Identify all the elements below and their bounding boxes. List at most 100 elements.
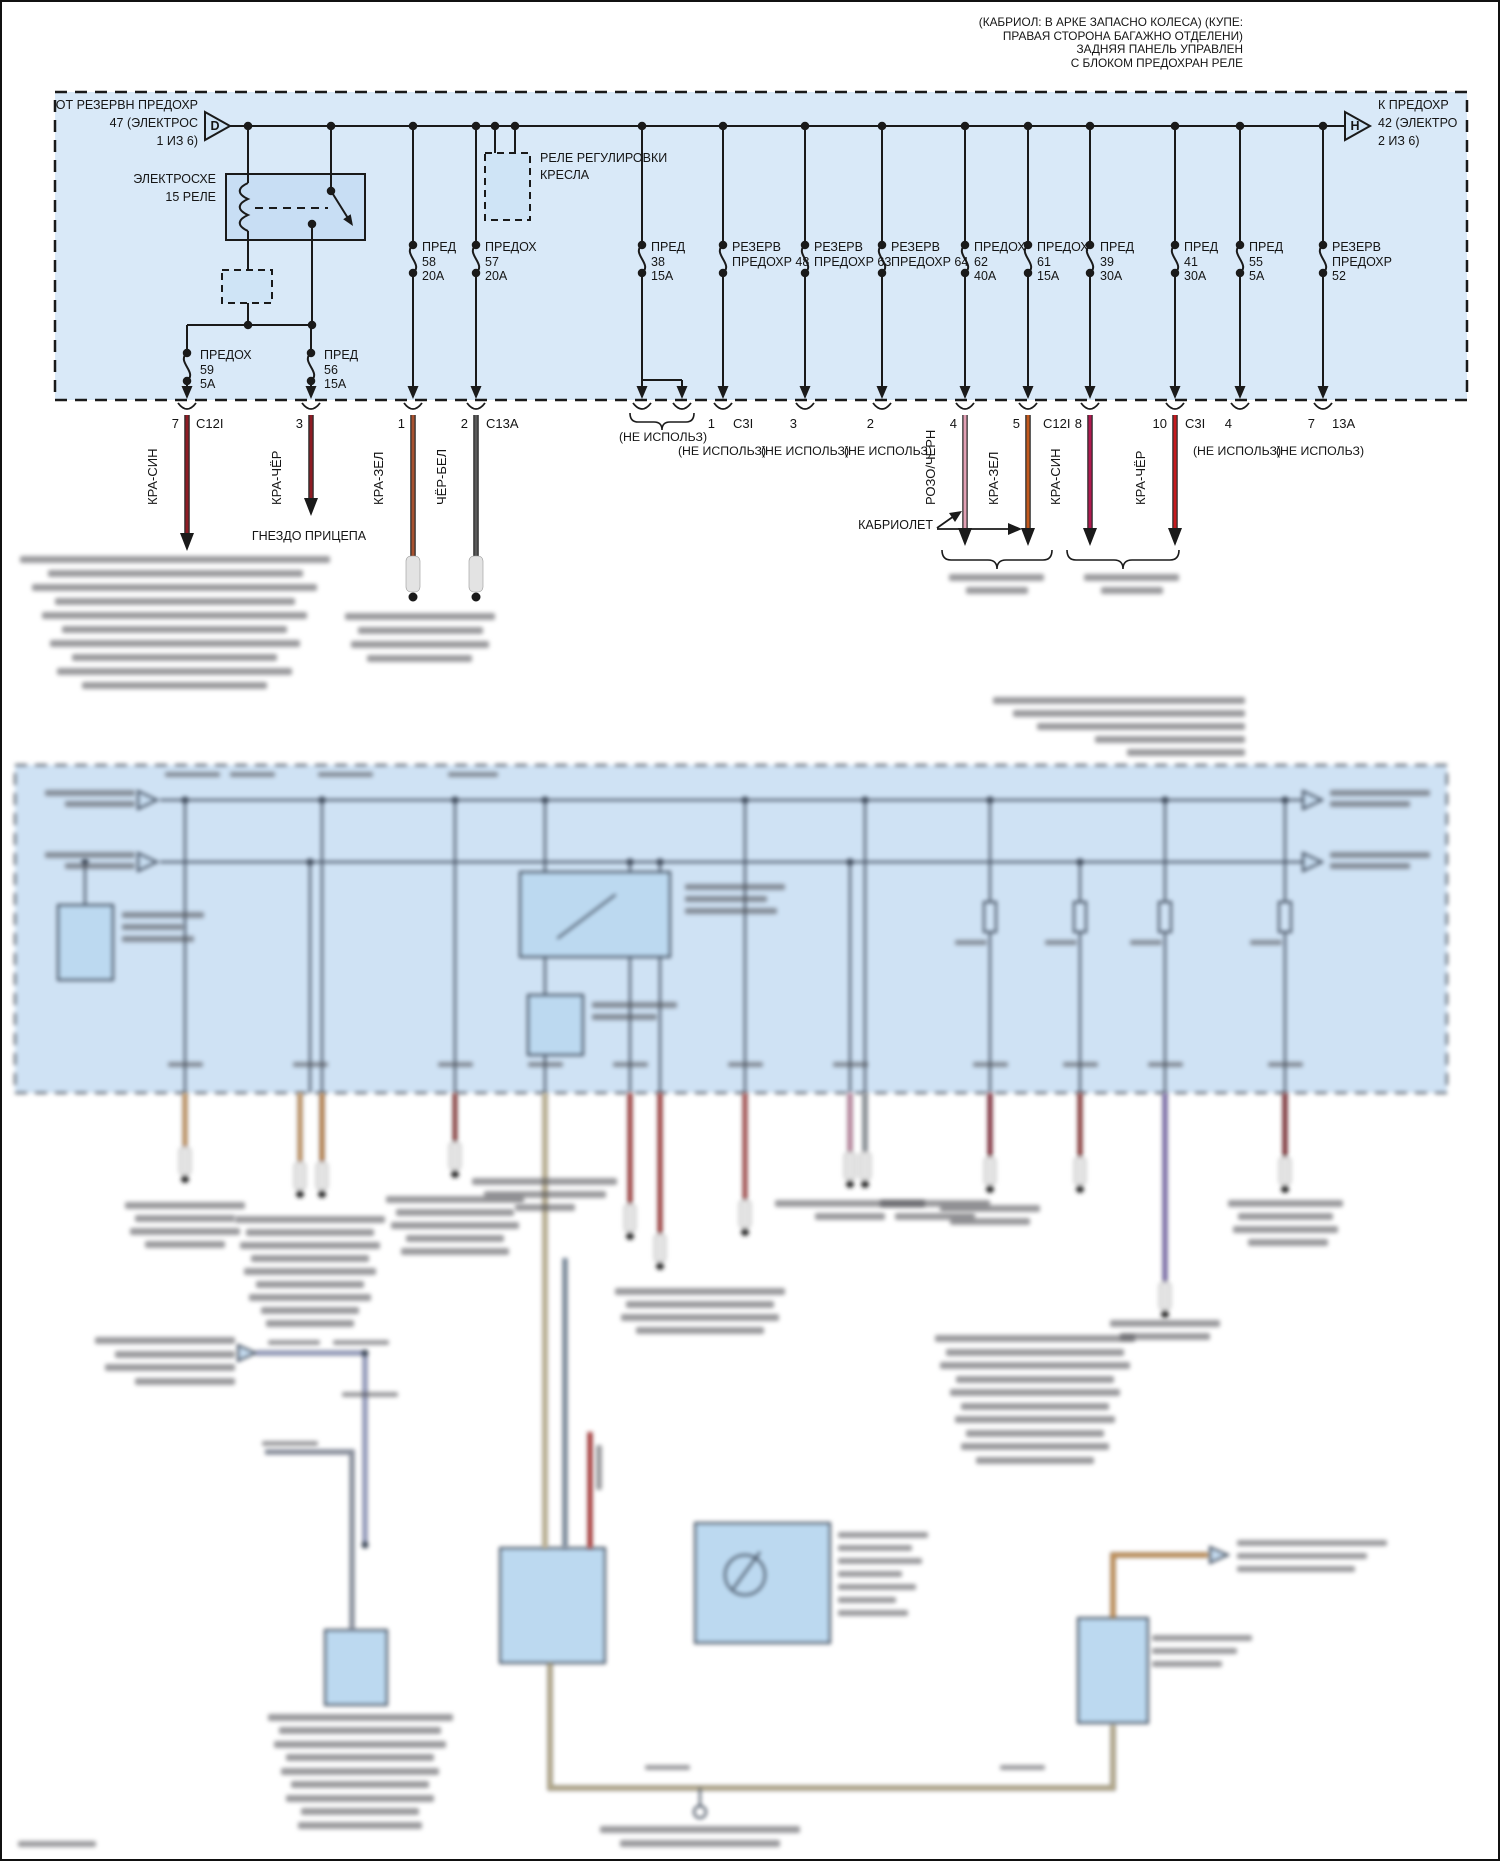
blurred-text-line <box>333 1340 389 1345</box>
blurred-text-line <box>484 1191 606 1198</box>
blurred-text-line <box>685 908 777 914</box>
exit-arrow-letter: H <box>1350 119 1360 133</box>
blurred-text-line <box>286 1754 434 1761</box>
blurred-text-line <box>438 1062 473 1067</box>
blurred-text-line <box>122 912 204 918</box>
not-used-label: (НЕ ИСПОЛЬЗ) <box>618 430 708 444</box>
blurred-text-line <box>1237 1540 1387 1546</box>
blurred-text-line <box>596 1445 602 1490</box>
blurred-text-line <box>949 574 1044 581</box>
blurred-text-line <box>448 772 498 777</box>
blurred-text-line <box>249 1294 371 1301</box>
blurred-text-line <box>946 1349 1124 1356</box>
blurred-text-line <box>367 655 472 662</box>
blurred-text-line <box>838 1597 896 1603</box>
blurred-text-line <box>268 1714 453 1721</box>
blurred-text-line <box>244 1268 376 1275</box>
blurred-text-line <box>973 1062 1008 1067</box>
fuse-panel-graphics <box>53 90 1469 570</box>
blurred-text-line <box>268 1340 320 1345</box>
blurred-text-line <box>940 1362 1130 1369</box>
blurred-text-line <box>62 626 287 633</box>
pin-number: 7 <box>1307 416 1315 431</box>
blurred-text-line <box>1063 1062 1098 1067</box>
fuse-label-59: ПРЕДОХ 59 5А <box>200 348 252 391</box>
pin-number: 10 <box>1152 416 1167 431</box>
relay-coil <box>238 182 251 232</box>
fuse-label-56: ПРЕД 56 15А <box>324 348 359 391</box>
blurred-text-line <box>230 772 275 777</box>
blurred-text-line <box>298 1822 422 1829</box>
blurred-text-line <box>386 1196 524 1203</box>
blurred-text-line <box>235 1216 385 1223</box>
blurred-text-line <box>1330 801 1410 807</box>
fuse-label-38: ПРЕД 38 15А <box>651 240 686 283</box>
blurred-text-line <box>168 1062 203 1067</box>
entry-arrow-d <box>204 110 233 142</box>
blurred-text-line <box>1037 723 1245 730</box>
entry-label: ОТ РЕЗЕРВН ПРЕДОХР 47 (ЭЛЕКТРОС 1 ИЗ 6) <box>55 98 198 148</box>
blurred-text-line <box>122 924 184 930</box>
blurred-text-line <box>65 863 135 869</box>
header-line: ЗАДНЯЯ ПАНЕЛЬ УПРАВЛЕН <box>1076 42 1244 57</box>
blurred-text-line <box>976 1457 1094 1464</box>
blurred-text-line <box>406 1235 504 1242</box>
blurred-text-line <box>838 1610 908 1616</box>
blurred-text-line <box>1013 710 1245 717</box>
blurred-text-line <box>135 1215 235 1222</box>
blurred-text-line <box>1152 1648 1237 1654</box>
pin-number: 4 <box>949 416 957 431</box>
blurred-text-line <box>645 1765 690 1770</box>
blurred-text-line <box>472 1178 617 1185</box>
not-used-label: (НЕ ИСПОЛЬЗ) <box>843 444 933 458</box>
wire-color-label: КРА-ЗЕЛ <box>371 451 386 505</box>
blurred-text-line <box>838 1558 922 1564</box>
blurred-text-line <box>345 613 495 620</box>
blurred-text-line <box>318 772 373 777</box>
fuse-label-55: ПРЕД 55 5А <box>1249 240 1284 283</box>
pin-number: 2 <box>460 416 468 431</box>
seat-relay-box <box>484 152 531 221</box>
blurred-text-line <box>82 682 267 689</box>
fuse-label-62: ПРЕДОХ 62 40А <box>974 240 1026 283</box>
blurred-text-line <box>279 1727 441 1734</box>
blurred-text-line <box>251 1255 369 1262</box>
blurred-text-line <box>993 697 1245 704</box>
pin-number: 5 <box>1012 416 1020 431</box>
blurred-text-line <box>838 1571 902 1577</box>
blurred-text-line <box>42 612 307 619</box>
blurred-text-line <box>115 1351 235 1358</box>
fuse-label-58: ПРЕД 58 20А <box>422 240 457 283</box>
blurred-text-line <box>18 1841 96 1847</box>
blurred-text-line <box>880 1200 990 1207</box>
pin-number: 4 <box>1224 416 1232 431</box>
not-used-label: (НЕ ИСПОЛЬЗ) <box>677 444 767 458</box>
fuse-label-52: РЕЗЕРВ ПРЕДОХР 52 <box>1332 240 1392 283</box>
connector-name: C12I <box>196 416 224 431</box>
blurred-text-line <box>1330 863 1410 869</box>
pin-number: 8 <box>1074 416 1082 431</box>
blurred-text-line <box>293 1062 328 1067</box>
wire-color-label: КРА-СИН <box>1048 448 1063 506</box>
blurred-text-line <box>935 1335 1135 1342</box>
blurred-text-line <box>45 852 135 858</box>
blurred-text-line <box>775 1200 925 1207</box>
blurred-text-line <box>838 1532 928 1538</box>
blurred-text-line <box>95 1337 235 1344</box>
header-line: ПРАВАЯ СТОРОНА БАГАЖНО ОТДЕЛЕНИ) <box>1002 28 1243 43</box>
blurred-text-line <box>940 1205 1040 1212</box>
blurred-text-line <box>65 801 135 807</box>
panel1-wires <box>180 415 1182 602</box>
blurred-text-line <box>966 1430 1104 1437</box>
blurred-text-line <box>961 1403 1109 1410</box>
blurred-text-line <box>262 1441 318 1446</box>
relay-lower-box <box>221 269 273 304</box>
blurred-text-line <box>266 1320 354 1327</box>
blurred-text-line <box>351 641 489 648</box>
fuse-panel-dashed-box <box>53 90 1469 402</box>
blurred-text-line <box>1127 749 1245 756</box>
wire-color-label: КРА-СИН <box>145 448 160 506</box>
blurred-text-line <box>135 1378 235 1385</box>
blurred-text-line <box>955 940 987 945</box>
